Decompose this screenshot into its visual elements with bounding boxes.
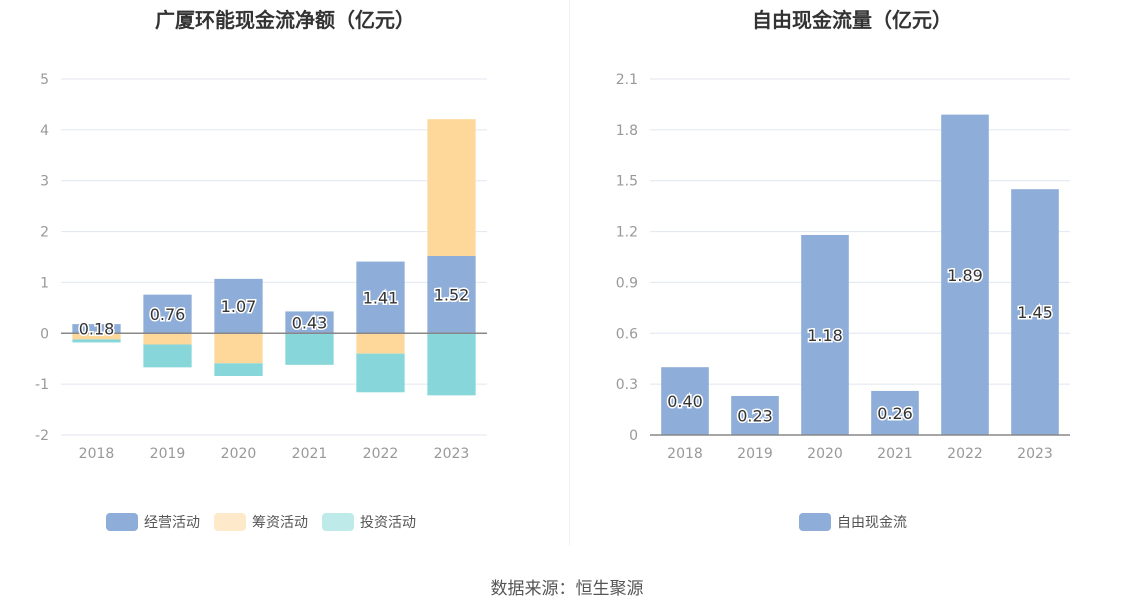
bar-筹资活动 <box>143 333 192 345</box>
y-tick-label: 2 <box>40 225 49 241</box>
bar-经营活动 <box>427 255 476 334</box>
y-tick-label: 5 <box>40 72 49 88</box>
y-tick-label: 0.6 <box>616 326 638 342</box>
legend-swatch <box>214 513 246 531</box>
bar-经营活动 <box>285 311 334 334</box>
y-tick-label: 0 <box>629 428 638 444</box>
legend-label: 投资活动 <box>360 515 416 531</box>
y-tick-label: 1.5 <box>616 174 638 190</box>
bar-筹资活动 <box>72 333 121 340</box>
bar-投资活动 <box>143 344 192 368</box>
y-tick-label: 0 <box>40 326 49 342</box>
bar-投资活动 <box>285 333 334 365</box>
legend-swatch <box>322 513 354 531</box>
bar-经营活动 <box>214 278 263 334</box>
data-label: 1.07 <box>221 297 257 316</box>
data-label: 0.18 <box>79 320 115 339</box>
data-label: 1.18 <box>807 326 843 345</box>
y-tick-label: 1.8 <box>616 123 638 139</box>
left-chart-title: 广厦环能现金流净额（亿元） <box>155 8 415 32</box>
y-tick-label: 1 <box>40 275 49 291</box>
data-label: 1.89 <box>947 266 983 285</box>
bar-投资活动 <box>214 363 263 377</box>
x-tick-label: 2022 <box>947 446 983 462</box>
x-tick-label: 2018 <box>667 446 703 462</box>
x-tick-label: 2019 <box>737 446 773 462</box>
x-tick-label: 2018 <box>79 446 115 462</box>
x-tick-label: 2022 <box>363 446 399 462</box>
bar-筹资活动 <box>427 119 476 256</box>
bar-经营活动 <box>72 324 121 334</box>
bar-筹资活动 <box>214 333 263 364</box>
right-legend: 自由现金流 <box>799 512 907 532</box>
data-label: 0.40 <box>667 392 703 411</box>
data-label: 0.76 <box>150 305 186 324</box>
bar-经营活动 <box>356 261 405 334</box>
data-label: 0.43 <box>292 313 328 332</box>
y-tick-label: 3 <box>40 174 49 190</box>
y-tick-label: 2.1 <box>616 72 638 88</box>
y-tick-label: 0.9 <box>616 275 638 291</box>
legend-item-financing[interactable]: 筹资活动 <box>214 512 308 532</box>
data-label: 0.26 <box>877 404 913 423</box>
divider <box>569 0 570 545</box>
bar-自由现金流 <box>801 234 849 435</box>
bar-自由现金流 <box>731 396 779 435</box>
legend-item-operating[interactable]: 经营活动 <box>106 512 200 532</box>
y-tick-label: 0.3 <box>616 377 638 393</box>
data-label: 1.41 <box>363 288 399 307</box>
x-tick-label: 2023 <box>434 446 470 462</box>
right-chart-title: 自由现金流量（亿元） <box>752 8 952 32</box>
legend-label: 经营活动 <box>144 515 200 531</box>
bar-自由现金流 <box>941 114 989 435</box>
bar-投资活动 <box>427 333 476 396</box>
bar-投资活动 <box>72 339 121 343</box>
data-label: 1.45 <box>1017 303 1053 322</box>
legend-item-investing[interactable]: 投资活动 <box>322 512 416 532</box>
data-label: 0.23 <box>737 407 773 426</box>
legend-label: 筹资活动 <box>252 515 308 531</box>
bar-投资活动 <box>356 353 405 393</box>
bar-自由现金流 <box>871 390 919 435</box>
legend-swatch <box>106 513 138 531</box>
legend-item-fcf[interactable]: 自由现金流 <box>799 512 907 532</box>
data-source: 数据来源：恒生聚源 <box>490 579 644 599</box>
legend-label: 自由现金流 <box>837 515 907 531</box>
x-tick-label: 2021 <box>877 446 913 462</box>
bar-筹资活动 <box>356 333 405 354</box>
left-legend: 经营活动 筹资活动 投资活动 <box>106 512 416 532</box>
y-tick-label: 1.2 <box>616 225 638 241</box>
data-label: 1.52 <box>434 286 470 305</box>
y-tick-label: -1 <box>35 377 49 393</box>
legend-swatch <box>799 513 831 531</box>
y-tick-label: 4 <box>40 123 49 139</box>
x-tick-label: 2023 <box>1017 446 1053 462</box>
bar-经营活动 <box>143 294 192 334</box>
x-tick-label: 2021 <box>292 446 328 462</box>
x-tick-label: 2019 <box>150 446 186 462</box>
y-tick-label: -2 <box>35 428 49 444</box>
bar-自由现金流 <box>661 367 709 435</box>
bar-自由现金流 <box>1011 189 1059 435</box>
x-tick-label: 2020 <box>221 446 257 462</box>
x-tick-label: 2020 <box>807 446 843 462</box>
